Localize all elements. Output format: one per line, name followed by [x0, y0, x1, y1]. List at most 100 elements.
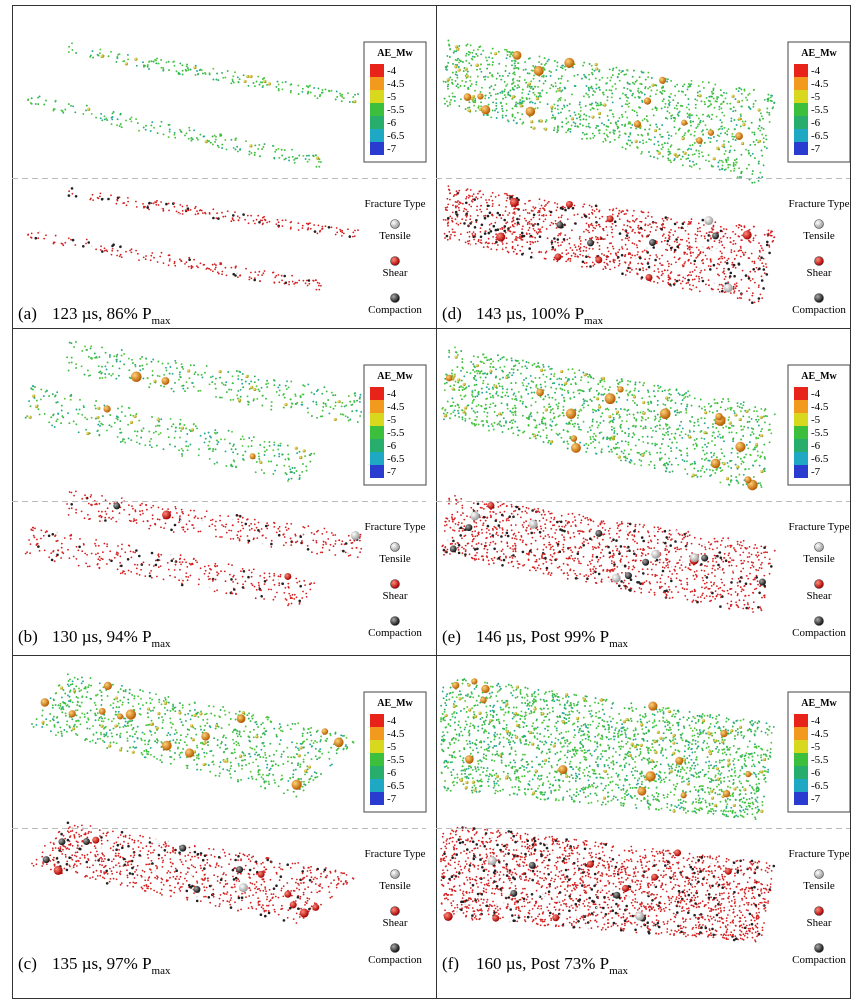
event-point: [243, 854, 246, 857]
event-point: [306, 899, 309, 902]
event-point: [174, 381, 176, 384]
event-point: [260, 863, 263, 865]
event-point: [211, 893, 214, 896]
fracture-cloud: [24, 490, 363, 607]
event-point: [243, 754, 246, 757]
event-point: [350, 404, 353, 406]
event-point: [263, 440, 266, 443]
fracture-legend-marker: [390, 906, 400, 916]
event-point: [191, 381, 194, 384]
event-point: [250, 385, 254, 390]
event-point: [182, 384, 185, 387]
event-point: [275, 274, 278, 277]
event-point: [222, 873, 225, 876]
event-point: [118, 196, 121, 199]
event-point: [737, 90, 740, 93]
event-point: [212, 216, 215, 220]
event-point: [235, 593, 238, 596]
event-point: [207, 880, 209, 882]
event-point: [323, 870, 325, 873]
event-point: [358, 397, 361, 400]
event-point: [341, 401, 344, 404]
event-point: [291, 467, 294, 469]
event-point: [580, 77, 583, 80]
event-point: [249, 755, 252, 758]
event-point: [99, 48, 102, 51]
event-point: [154, 201, 157, 203]
event-point: [595, 104, 598, 107]
event-point: [511, 59, 513, 62]
event-point: [342, 549, 345, 553]
event-point: [494, 93, 497, 96]
event-point: [138, 259, 140, 261]
event-point: [313, 582, 316, 584]
event-point: [238, 754, 243, 758]
event-point: [241, 759, 243, 762]
event-point: [38, 95, 41, 98]
event-point: [299, 584, 303, 588]
event-point: [729, 149, 732, 152]
event-point: [63, 537, 66, 539]
event-point: [154, 876, 157, 879]
event-point: [167, 732, 170, 734]
event-point: [95, 850, 98, 853]
event-point: [238, 539, 241, 542]
event-point: [641, 134, 644, 137]
event-point: [625, 73, 627, 76]
event-point: [152, 504, 155, 507]
event-point: [294, 768, 297, 771]
event-point: [294, 541, 297, 544]
event-point: [308, 778, 311, 781]
colorbar-swatch: [370, 740, 384, 753]
event-point: [270, 893, 273, 895]
event-point: [71, 844, 74, 847]
event-point: [712, 89, 715, 91]
event-point: [98, 717, 101, 719]
event-point: [715, 115, 718, 118]
event-point: [349, 400, 352, 403]
event-point: [240, 858, 243, 861]
event-point: [257, 902, 260, 904]
event-point: [257, 378, 260, 381]
event-point: [225, 274, 228, 277]
event-point: [738, 167, 741, 170]
event-point: [305, 85, 308, 88]
event-point: [241, 568, 244, 570]
event-point: [129, 746, 131, 749]
event-point: [230, 266, 233, 269]
event-point: [233, 742, 235, 745]
event-point: [60, 730, 63, 733]
event-point: [295, 470, 298, 472]
event-point: [723, 153, 726, 155]
event-point: [90, 504, 93, 507]
event-point: [253, 537, 255, 540]
event-point: [733, 167, 736, 170]
event-point: [101, 510, 103, 513]
event-point: [250, 152, 253, 154]
event-point: [104, 376, 107, 379]
event-point: [275, 735, 278, 738]
event-point: [466, 70, 469, 73]
event-point: [62, 708, 65, 711]
event-point: [222, 525, 225, 528]
event-point: [203, 889, 206, 892]
event-point: [258, 270, 261, 273]
event-point: [133, 851, 135, 853]
event-point: [244, 892, 246, 894]
event-point: [490, 85, 493, 88]
event-point: [58, 849, 61, 852]
event-point: [670, 92, 672, 95]
event-point: [763, 145, 766, 148]
event-point: [486, 67, 489, 70]
colorbar-swatch: [370, 439, 384, 452]
event-point: [241, 524, 244, 527]
event-point: [214, 268, 217, 271]
event-point: [160, 58, 163, 61]
event-point: [150, 202, 153, 205]
event-point: [550, 110, 553, 113]
event-point: [274, 910, 276, 913]
event-point: [100, 699, 103, 701]
event-point: [674, 85, 677, 88]
event-point: [647, 133, 649, 136]
event-point: [49, 730, 52, 733]
